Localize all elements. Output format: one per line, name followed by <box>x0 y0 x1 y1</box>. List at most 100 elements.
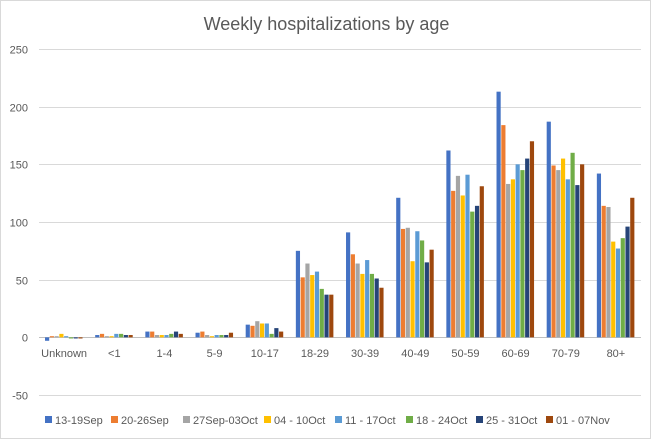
x-tick-label: 10-17 <box>251 348 279 360</box>
x-tick-label: 5-9 <box>207 348 223 360</box>
y-tick-label: 150 <box>10 160 28 172</box>
bar <box>460 195 465 338</box>
bar <box>479 186 484 338</box>
bar <box>214 335 219 338</box>
y-tick-label: 200 <box>10 103 28 115</box>
legend-swatch <box>183 416 190 423</box>
chart-title: Weekly hospitalizations by age <box>204 14 450 34</box>
bar <box>369 273 375 338</box>
bar <box>64 336 69 338</box>
legend-label: 18 - 24Oct <box>416 415 467 427</box>
bar <box>205 335 210 338</box>
bar <box>295 250 301 338</box>
bar <box>606 207 611 338</box>
gridlines <box>39 49 641 396</box>
legend-label: 27Sep-03Oct <box>193 415 258 427</box>
bar <box>45 337 50 341</box>
x-tick-label: <1 <box>108 348 121 360</box>
x-tick-label: 60-69 <box>502 348 530 360</box>
bar <box>114 333 119 338</box>
bar <box>245 324 250 338</box>
bar <box>506 183 511 338</box>
bar <box>123 335 128 338</box>
bar <box>451 190 456 338</box>
bar <box>169 333 174 338</box>
bar <box>465 174 470 338</box>
bar <box>300 277 305 338</box>
x-tick-label: 50-59 <box>451 348 479 360</box>
bar <box>596 173 602 338</box>
legend-swatch <box>111 416 118 423</box>
bar <box>415 231 420 338</box>
bar <box>565 179 570 338</box>
x-tick-label: 30-39 <box>351 348 379 360</box>
bar <box>150 331 155 338</box>
y-tick-label: 0 <box>22 333 28 345</box>
x-tick-label: Unknown <box>41 348 87 360</box>
bar <box>224 335 229 338</box>
bar <box>496 91 501 338</box>
bar <box>269 333 274 338</box>
bar <box>374 278 379 338</box>
y-tick-label: 50 <box>16 276 28 288</box>
bar <box>68 337 74 339</box>
bar <box>264 323 269 338</box>
x-tick-label: 80+ <box>607 348 626 360</box>
bar <box>250 325 255 338</box>
y-tick-label: -50 <box>12 391 28 403</box>
bars <box>45 91 635 341</box>
bar <box>173 331 179 338</box>
bar <box>128 335 133 338</box>
bar <box>520 170 525 338</box>
bar <box>620 238 625 338</box>
bar <box>556 170 561 338</box>
bar <box>54 336 59 338</box>
bar <box>228 332 234 338</box>
bar <box>164 335 169 338</box>
bar <box>159 335 164 338</box>
bar <box>615 248 621 338</box>
bar <box>420 240 425 338</box>
bar <box>455 175 461 338</box>
legend-swatch <box>406 416 413 423</box>
bar <box>501 125 506 338</box>
bar <box>346 232 351 338</box>
bar <box>470 211 475 338</box>
bar <box>78 337 83 339</box>
bar <box>49 336 54 338</box>
bar <box>400 228 406 338</box>
bar <box>95 335 100 338</box>
x-tick-label: 70-79 <box>552 348 580 360</box>
bar <box>73 337 78 339</box>
legend-label: 01 - 07Nov <box>556 415 610 427</box>
bar <box>396 197 401 338</box>
bar <box>560 158 566 338</box>
bar <box>178 333 183 338</box>
bar <box>630 197 635 338</box>
bar <box>525 158 530 338</box>
bar <box>154 335 160 338</box>
bar <box>424 262 429 338</box>
bar <box>515 164 520 338</box>
legend: 13-19Sep 20-26Sep 27Sep-03Oct 04 - 10Oct 11 … <box>45 415 610 427</box>
x-tick-label: 18-29 <box>301 348 329 360</box>
bar <box>551 165 556 338</box>
bar <box>410 261 415 338</box>
bar <box>365 260 370 338</box>
y-tick-label: 250 <box>10 45 28 57</box>
bar <box>274 328 279 338</box>
bar <box>195 332 200 338</box>
bar <box>319 288 324 338</box>
bar <box>104 336 109 338</box>
bar <box>109 336 114 338</box>
legend-label: 13-19Sep <box>55 415 103 427</box>
bar <box>575 185 580 338</box>
bar <box>580 164 585 338</box>
bar <box>529 141 535 338</box>
bar <box>259 323 265 338</box>
bar <box>219 335 224 338</box>
bar <box>310 275 315 338</box>
bar <box>510 179 515 338</box>
legend-label: 11 - 17Oct <box>345 415 396 427</box>
bar <box>601 205 606 338</box>
